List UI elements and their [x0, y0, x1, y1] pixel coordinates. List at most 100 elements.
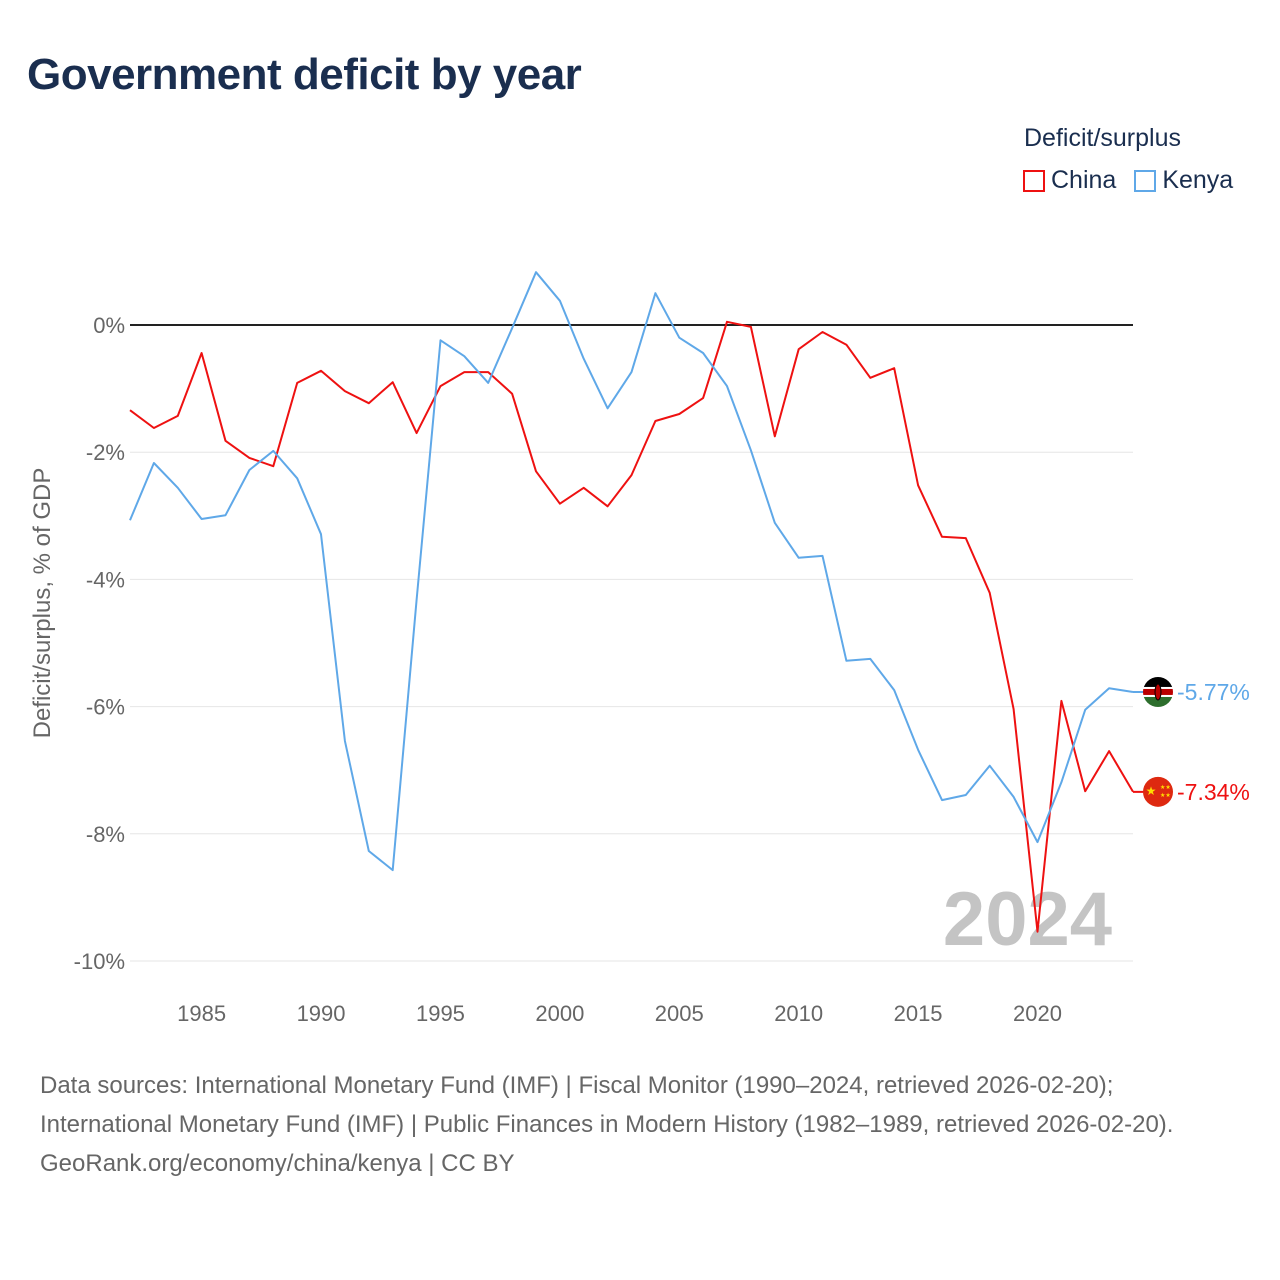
- data-point-china: [916, 483, 921, 488]
- data-point-china: [342, 389, 347, 394]
- data-point-china: [175, 413, 180, 418]
- y-tick-label: -8%: [86, 822, 125, 847]
- chart-title: Government deficit by year: [27, 50, 582, 99]
- data-point-kenya: [486, 380, 491, 385]
- data-point-kenya: [677, 335, 682, 340]
- legend-swatch-kenya: [1134, 169, 1157, 192]
- data-point-kenya: [796, 555, 801, 560]
- data-point-china: [629, 473, 634, 478]
- y-tick-label: -2%: [86, 440, 125, 465]
- data-point-kenya: [1035, 840, 1040, 845]
- svg-text:★: ★: [1146, 784, 1157, 798]
- data-point-china: [1107, 749, 1112, 754]
- data-point-china: [1011, 707, 1016, 712]
- legend-item-kenya[interactable]: Kenya: [1134, 166, 1233, 195]
- legend-swatch-china: [1023, 169, 1045, 192]
- data-point-kenya: [1059, 780, 1064, 785]
- data-point-kenya: [1107, 686, 1112, 691]
- footer: Data sources: International Monetary Fun…: [40, 1066, 1240, 1183]
- data-point-china: [844, 342, 849, 347]
- data-point-china: [366, 401, 371, 406]
- data-point-china: [820, 329, 825, 334]
- data-point-kenya: [868, 656, 873, 661]
- legend-item-china[interactable]: China: [1023, 166, 1116, 195]
- data-point-kenya: [175, 485, 180, 490]
- data-point-china: [486, 370, 491, 375]
- data-point-kenya: [510, 326, 515, 331]
- data-point-china: [892, 366, 897, 371]
- x-tick-label: 1990: [297, 1001, 346, 1026]
- data-point-kenya: [557, 298, 562, 303]
- end-label-kenya: -5.77%: [1177, 679, 1250, 705]
- data-point-kenya: [366, 848, 371, 853]
- data-point-kenya: [390, 868, 395, 873]
- data-point-kenya: [247, 468, 252, 473]
- data-point-kenya: [653, 291, 658, 296]
- y-tick-label: 0%: [93, 313, 125, 338]
- x-tick-label: 2010: [774, 1001, 823, 1026]
- data-point-china: [1035, 929, 1040, 934]
- data-point-kenya: [581, 356, 586, 361]
- legend-label-kenya: Kenya: [1162, 166, 1234, 194]
- legend: China Kenya: [1023, 166, 1233, 195]
- data-point-kenya: [199, 516, 204, 521]
- data-point-china: [796, 347, 801, 352]
- data-point-kenya: [1083, 707, 1088, 712]
- x-tick-label: 2015: [894, 1001, 943, 1026]
- data-point-china: [653, 419, 658, 424]
- data-point-kenya: [438, 338, 443, 343]
- svg-text:★★: ★★: [1160, 792, 1171, 799]
- y-axis-label: Deficit/surplus, % of GDP: [29, 468, 56, 739]
- series-line-china: [129, 320, 1134, 933]
- credit-link[interactable]: GeoRank.org/economy/china/kenya | CC BY: [40, 1150, 515, 1177]
- data-point-kenya: [151, 461, 156, 466]
- data-point-china: [510, 391, 515, 396]
- data-point-china: [581, 485, 586, 490]
- data-point-kenya: [271, 448, 276, 453]
- data-point-kenya: [342, 738, 347, 743]
- x-tick-label: 2000: [535, 1001, 584, 1026]
- data-point-china: [868, 375, 873, 380]
- data-point-china: [462, 370, 467, 375]
- data-point-kenya: [963, 793, 968, 798]
- data-point-china: [414, 431, 419, 436]
- data-point-kenya: [844, 658, 849, 663]
- data-point-kenya: [223, 513, 228, 518]
- data-point-china: [390, 380, 395, 385]
- data-point-kenya: [820, 553, 825, 558]
- x-tick-label: 2005: [655, 1001, 704, 1026]
- data-point-china: [533, 469, 538, 474]
- end-label-china: -7.34%: [1177, 779, 1250, 805]
- data-point-china: [748, 324, 753, 329]
- data-point-china: [1059, 698, 1064, 703]
- data-point-china: [677, 412, 682, 417]
- series-line-kenya: [129, 271, 1134, 872]
- data-point-kenya: [916, 747, 921, 752]
- x-tick-label: 1995: [416, 1001, 465, 1026]
- data-point-kenya: [701, 350, 706, 355]
- data-point-china: [199, 350, 204, 355]
- data-point-china: [438, 384, 443, 389]
- x-tick-label: 1985: [177, 1001, 226, 1026]
- data-point-kenya: [1011, 794, 1016, 799]
- data-point-kenya: [748, 448, 753, 453]
- data-point-china: [605, 504, 610, 509]
- data-point-china: [701, 396, 706, 401]
- data-point-china: [271, 464, 276, 469]
- data-point-kenya: [128, 518, 133, 523]
- data-point-china: [939, 534, 944, 539]
- data-point-china: [987, 590, 992, 595]
- data-point-kenya: [987, 763, 992, 768]
- data-point-kenya: [629, 370, 634, 375]
- data-point-china: [151, 426, 156, 431]
- data-point-china: [128, 408, 133, 413]
- year-watermark: 2024: [943, 877, 1112, 962]
- legend-label-china: China: [1051, 166, 1117, 194]
- data-point-china: [223, 438, 228, 443]
- flag-kenya-icon: [1143, 676, 1173, 707]
- data-point-kenya: [772, 520, 777, 525]
- data-point-china: [247, 455, 252, 460]
- data-point-china: [557, 501, 562, 506]
